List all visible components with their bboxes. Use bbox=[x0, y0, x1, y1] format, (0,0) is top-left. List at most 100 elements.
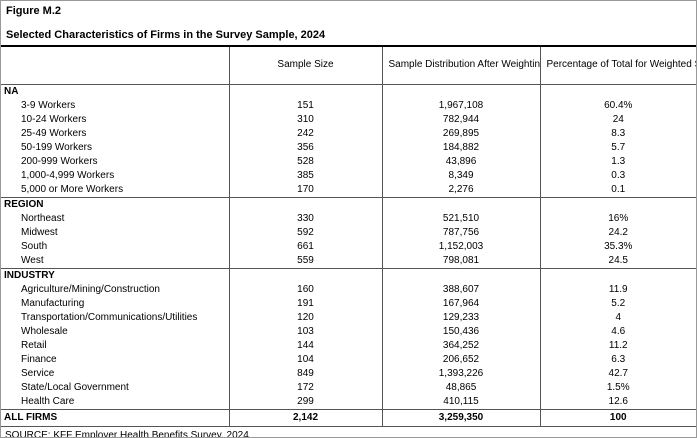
table-row: Wholesale 103 150,436 4.6 bbox=[1, 324, 696, 339]
percentage-cell: 0.3 bbox=[539, 168, 696, 183]
table-row: State/Local Government 172 48,865 1.5% bbox=[1, 380, 696, 395]
header-distribution: Sample Distribution After Weighting bbox=[381, 47, 540, 85]
row-label: Manufacturing bbox=[21, 297, 85, 309]
table-row: 1,000-4,999 Workers 385 8,349 0.3 bbox=[1, 168, 696, 183]
percentage-cell: 60.4% bbox=[539, 98, 696, 113]
sample-size-cell: 356 bbox=[228, 140, 382, 155]
sample-size-cell: 151 bbox=[228, 98, 382, 113]
percentage-cell: 4 bbox=[539, 310, 696, 325]
section-header-label: NA bbox=[4, 85, 19, 97]
header-percentage: Percentage of Total for Weighted Sample bbox=[539, 47, 696, 85]
percentage-cell: 11.9 bbox=[539, 282, 696, 297]
distribution-cell: 206,652 bbox=[381, 352, 540, 367]
percentage-cell: 12.6 bbox=[539, 394, 696, 409]
distribution-cell: 269,895 bbox=[381, 126, 540, 141]
percentage-cell: 5.2 bbox=[539, 296, 696, 311]
row-label: State/Local Government bbox=[21, 381, 129, 393]
section-empty-cell bbox=[539, 196, 696, 212]
percentage-cell: 35.3% bbox=[539, 239, 696, 254]
table-row: Service 849 1,393,226 42.7 bbox=[1, 366, 696, 381]
section-header-row: NA bbox=[1, 84, 696, 99]
percentage-cell: 24.2 bbox=[539, 225, 696, 240]
source-note: SOURCE: KFF Employer Health Benefits Sur… bbox=[5, 429, 249, 438]
table-row: 25-49 Workers 242 269,895 8.3 bbox=[1, 126, 696, 141]
section-empty-cell bbox=[228, 196, 382, 212]
table-row: Health Care 299 410,115 12.6 bbox=[1, 394, 696, 409]
percentage-cell: 5.7 bbox=[539, 140, 696, 155]
sample-size-cell: 592 bbox=[228, 225, 382, 240]
sample-size-cell: 242 bbox=[228, 126, 382, 141]
distribution-cell: 1,967,108 bbox=[381, 98, 540, 113]
row-label: 200-999 Workers bbox=[21, 155, 98, 167]
sample-size-cell: 170 bbox=[228, 182, 382, 197]
table-row: Northeast 330 521,510 16% bbox=[1, 211, 696, 226]
distribution-cell: 410,115 bbox=[381, 394, 540, 409]
section-empty-cell bbox=[539, 267, 696, 283]
table-row: 200-999 Workers 528 43,896 1.3 bbox=[1, 154, 696, 169]
section-empty-cell bbox=[381, 84, 540, 99]
table-row: South 661 1,152,003 35.3% bbox=[1, 239, 696, 254]
sample-size-cell: 299 bbox=[228, 394, 382, 409]
sample-size-cell: 661 bbox=[228, 239, 382, 254]
total-row: ALL FIRMS 2,142 3,259,350 100 bbox=[1, 408, 696, 427]
table-row: West 559 798,081 24.5 bbox=[1, 253, 696, 268]
header-blank-cell bbox=[1, 47, 229, 85]
header-sample-size: Sample Size bbox=[228, 47, 382, 85]
sample-size-cell: 528 bbox=[228, 154, 382, 169]
sample-size-cell: 144 bbox=[228, 338, 382, 353]
sample-size-cell: 104 bbox=[228, 352, 382, 367]
distribution-cell: 798,081 bbox=[381, 253, 540, 268]
row-label: Retail bbox=[21, 339, 47, 351]
row-label: West bbox=[21, 254, 44, 266]
row-label: 25-49 Workers bbox=[21, 127, 87, 139]
percentage-cell: 8.3 bbox=[539, 126, 696, 141]
sample-size-cell: 849 bbox=[228, 366, 382, 381]
characteristics-table: Sample Size Sample Distribution After We… bbox=[1, 47, 696, 427]
table-row: Manufacturing 191 167,964 5.2 bbox=[1, 296, 696, 311]
percentage-cell: 16% bbox=[539, 211, 696, 226]
table-row: 3-9 Workers 151 1,967,108 60.4% bbox=[1, 98, 696, 113]
row-label: Transportation/Communications/Utilities bbox=[21, 311, 198, 323]
percentage-cell: 24.5 bbox=[539, 253, 696, 268]
percentage-cell: 1.5% bbox=[539, 380, 696, 395]
table-header: Sample Size Sample Distribution After We… bbox=[1, 47, 696, 85]
row-label: 5,000 or More Workers bbox=[21, 183, 124, 195]
total-row-body: ALL FIRMS 2,142 3,259,350 100 bbox=[1, 408, 696, 427]
table-body: NA 3-9 Workers 151 1,967,108 60.4% 10-24 Work… bbox=[1, 84, 696, 409]
row-label: Wholesale bbox=[21, 325, 68, 337]
section-header-label: REGION bbox=[1, 196, 229, 212]
section-empty-cell bbox=[228, 84, 382, 99]
row-label: Service bbox=[21, 367, 55, 379]
sample-size-cell: 120 bbox=[228, 310, 382, 325]
section-header-row: REGION bbox=[1, 196, 696, 212]
table-row: Transportation/Communications/Utilities 1… bbox=[1, 310, 696, 325]
row-label: Health Care bbox=[21, 395, 75, 407]
sample-size-cell: 559 bbox=[228, 253, 382, 268]
title-block: Figure M.2 Selected Characteristics of F… bbox=[1, 1, 696, 47]
table-row: Midwest 592 787,756 24.2 bbox=[1, 225, 696, 240]
sample-size-cell: 191 bbox=[228, 296, 382, 311]
row-label: Agriculture/Mining/Construction bbox=[21, 283, 160, 295]
distribution-cell: 129,233 bbox=[381, 310, 540, 325]
section-header-label: INDUSTRY bbox=[1, 267, 229, 283]
table-row: 5,000 or More Workers 170 2,276 0.1 bbox=[1, 182, 696, 197]
distribution-cell: 48,865 bbox=[381, 380, 540, 395]
total-sample-size-cell: 2,142 bbox=[228, 408, 382, 427]
sample-size-cell: 330 bbox=[228, 211, 382, 226]
distribution-cell: 2,276 bbox=[381, 182, 540, 197]
section-empty-cell bbox=[539, 84, 696, 99]
header-row: Sample Size Sample Distribution After We… bbox=[1, 47, 696, 85]
row-label: 3-9 Workers bbox=[21, 99, 76, 111]
distribution-cell: 43,896 bbox=[381, 154, 540, 169]
distribution-cell: 184,882 bbox=[381, 140, 540, 155]
table-row: 10-24 Workers 310 782,944 24 bbox=[1, 112, 696, 127]
percentage-cell: 0.1 bbox=[539, 182, 696, 197]
distribution-cell: 150,436 bbox=[381, 324, 540, 339]
row-label: 10-24 Workers bbox=[21, 113, 87, 125]
table-row: 50-199 Workers 356 184,882 5.7 bbox=[1, 140, 696, 155]
distribution-cell: 388,607 bbox=[381, 282, 540, 297]
distribution-cell: 1,152,003 bbox=[381, 239, 540, 254]
percentage-cell: 42.7 bbox=[539, 366, 696, 381]
percentage-cell: 1.3 bbox=[539, 154, 696, 169]
